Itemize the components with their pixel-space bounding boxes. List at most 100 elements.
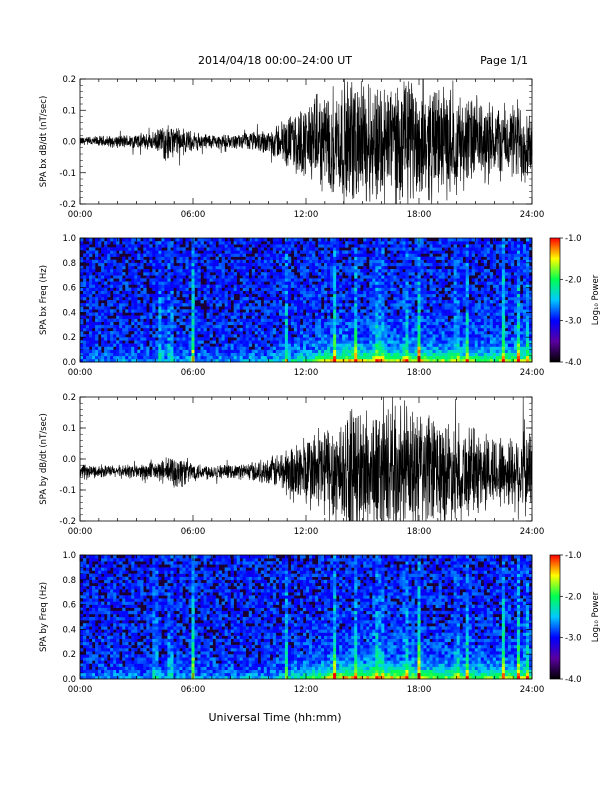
spectrogram-cell: [459, 269, 463, 273]
spectrogram-cell: [236, 303, 240, 307]
spectrogram-cell: [164, 306, 168, 310]
spectrogram-cell: [423, 287, 427, 291]
spectrogram-cell: [366, 315, 370, 319]
spectrogram-cell: [465, 327, 470, 332]
spectrogram-cell: [191, 306, 195, 310]
spectrogram-cell: [399, 318, 403, 322]
spectrogram-cell: [197, 241, 201, 245]
spectrogram-cell: [399, 315, 403, 319]
spectrogram-cell: [366, 349, 370, 353]
spectrogram-cell: [104, 309, 108, 313]
spectrogram-cell: [456, 247, 460, 251]
spectrogram-cell: [483, 324, 488, 329]
spectrogram-cell: [161, 352, 165, 357]
spectrogram-cell: [170, 358, 174, 363]
spectrogram-cell: [432, 259, 436, 264]
spectrogram-cell: [257, 269, 262, 273]
spectrogram-cell: [290, 340, 295, 344]
spectrogram-cell: [456, 315, 460, 319]
spectrogram-cell: [354, 296, 358, 301]
spectrogram-cell: [327, 303, 331, 307]
spectrogram-cell: [194, 334, 198, 338]
spectrogram-cell: [302, 290, 307, 295]
spectrogram-cell: [242, 281, 247, 285]
spectrogram-cell: [188, 349, 192, 353]
spectrogram-cell: [471, 259, 476, 264]
spectrogram-cell: [381, 287, 385, 291]
spectrogram-cell: [360, 324, 364, 329]
spectrogram-cell: [266, 312, 271, 316]
spectrogram-cell: [363, 303, 367, 307]
spectrogram-cell: [354, 244, 358, 248]
spectrogram-cell: [351, 265, 355, 270]
spectrogram-cell: [98, 296, 102, 301]
spectrogram-cell: [86, 244, 90, 248]
spectrogram-cell: [507, 272, 512, 276]
spectrogram-cell: [336, 247, 340, 251]
spectrogram-cell: [269, 262, 274, 267]
spectrogram-cell: [281, 287, 286, 291]
spectrogram-cell: [360, 262, 364, 267]
spectrogram-cell: [80, 346, 84, 350]
spectrogram-cell: [390, 355, 394, 360]
spectrogram-cell: [393, 358, 397, 363]
spectrogram-cell: [312, 346, 316, 350]
spectrogram-cell: [447, 343, 451, 347]
spectrogram-cell: [378, 300, 382, 304]
spectrogram-cell: [324, 318, 328, 322]
y-tick-label: 0.2: [62, 75, 76, 85]
spectrogram-cell: [242, 358, 247, 363]
spectrogram-cell: [110, 300, 114, 304]
spectrogram-cell: [501, 321, 506, 326]
spectrogram-cell: [354, 318, 358, 322]
spectrogram-cell: [354, 321, 358, 326]
spectrogram-cell: [137, 300, 141, 304]
spectrogram-cell: [318, 312, 322, 316]
spectrogram-cell: [101, 262, 105, 267]
spectrogram-cell: [312, 352, 316, 357]
spectrogram-cell: [137, 262, 141, 267]
spectrogram-cell: [477, 253, 482, 257]
spectrogram-cell: [375, 250, 379, 254]
spectrogram-cell: [486, 352, 491, 357]
spectrogram-cell: [378, 340, 382, 344]
spectrogram-cell: [107, 300, 111, 304]
spectrogram-cell: [408, 349, 412, 353]
spectrogram-cell: [495, 306, 500, 310]
spectrogram-cell: [465, 340, 470, 344]
spectrogram-cell: [89, 272, 93, 276]
spectrogram-cell: [125, 238, 129, 242]
spectrogram-cell: [296, 334, 301, 338]
spectrogram-cell: [420, 340, 424, 344]
spectrogram-cell: [239, 331, 244, 335]
spectrogram-cell: [236, 321, 240, 326]
spectrogram-cell: [287, 349, 292, 353]
spectrogram-cell: [173, 244, 177, 248]
spectrogram-cell: [122, 337, 126, 341]
spectrogram-cell: [173, 278, 177, 282]
spectrogram-cell: [164, 349, 168, 353]
spectrogram-cell: [438, 349, 442, 353]
spectrogram-cell: [414, 238, 418, 242]
spectrogram-cell: [444, 238, 448, 242]
spectrogram-cell: [158, 352, 162, 357]
spectrogram-cell: [357, 253, 361, 257]
spectrogram-cell: [354, 349, 358, 353]
spectrogram-cell: [164, 303, 168, 307]
spectrogram-cell: [179, 312, 183, 316]
spectrogram-cell: [339, 300, 343, 304]
spectrogram-cell: [224, 241, 228, 245]
spectrogram-cell: [474, 343, 479, 347]
spectrogram-cell: [450, 275, 454, 279]
spectrogram-cell: [287, 275, 292, 279]
spectrogram-cell: [209, 309, 213, 313]
spectrogram-cell: [468, 309, 473, 313]
spectrogram-cell: [236, 312, 240, 316]
spectrogram-cell: [420, 250, 424, 254]
spectrogram-cell: [200, 269, 204, 273]
spectrogram-cell: [330, 253, 334, 257]
spectrogram-cell: [486, 253, 491, 257]
spectrogram-cell: [206, 303, 210, 307]
spectrogram-cell: [339, 352, 343, 357]
spectrogram-cell: [351, 315, 355, 319]
